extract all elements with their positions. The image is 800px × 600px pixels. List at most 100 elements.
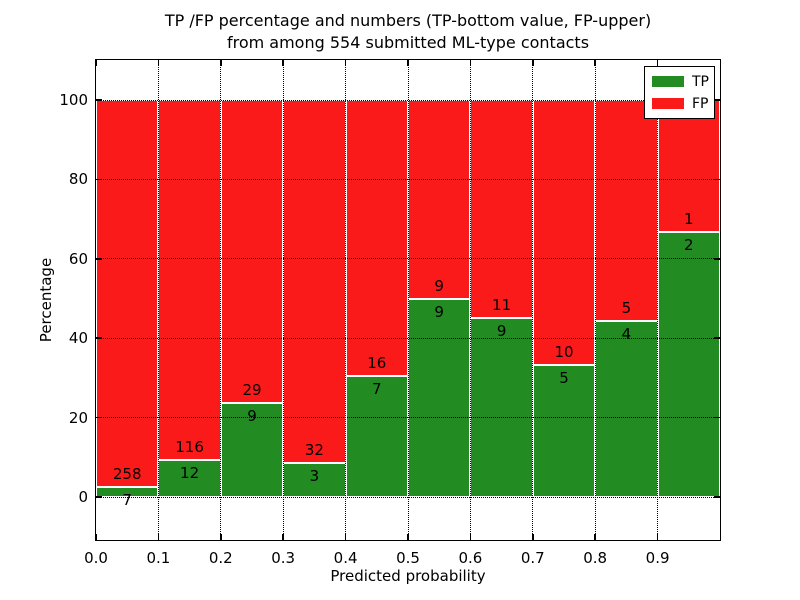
- x-tick-mark: [95, 534, 97, 540]
- x-tick-mark: [157, 60, 160, 66]
- x-tick-mark: [656, 60, 659, 66]
- x-tick-label: 0.7: [520, 549, 545, 567]
- y-tick-mark: [714, 258, 720, 260]
- fp-count-label: 1: [684, 210, 694, 229]
- x-tick-mark: [95, 60, 97, 66]
- legend-item-fp: FP: [652, 94, 709, 113]
- gridline-vertical: [157, 60, 159, 540]
- gridline-vertical: [469, 60, 471, 540]
- plot-area: 258 7 116 12 29 9 32 3 16 7 9 9 11 9 10 5 5 4 1 2: [95, 59, 721, 541]
- bar-segment-tp: [470, 318, 533, 497]
- fp-count-label: 11: [492, 296, 512, 315]
- x-tick-label: 0.6: [458, 549, 483, 567]
- fp-count-label: 9: [434, 276, 444, 295]
- x-tick-mark: [220, 60, 222, 66]
- y-tick-mark: [714, 99, 720, 101]
- legend-item-tp: TP: [652, 72, 709, 91]
- tp-count-label: 9: [496, 322, 507, 341]
- x-tick-mark: [532, 60, 534, 66]
- legend-label-tp: TP: [692, 73, 709, 90]
- tp-count-label: 9: [247, 406, 257, 425]
- x-tick-mark: [469, 60, 472, 66]
- bar-segment-fp: [470, 100, 533, 319]
- chart-title: TP /FP percentage and numbers (TP-bottom…: [96, 10, 720, 54]
- gridline-vertical: [345, 60, 347, 540]
- x-tick-mark: [407, 60, 409, 66]
- y-tick-mark: [96, 178, 102, 181]
- x-tick-mark: [656, 534, 659, 540]
- bar-segment-tp: [657, 232, 720, 497]
- fp-count-label: 16: [367, 354, 387, 373]
- x-tick-mark: [157, 534, 160, 540]
- fp-count-label: 29: [242, 380, 262, 399]
- x-tick-label: 0.8: [583, 549, 608, 567]
- gridline-vertical: [282, 60, 284, 540]
- x-tick-label: 0.0: [84, 549, 108, 567]
- x-tick-mark: [344, 534, 347, 540]
- fp-color-swatch-icon: [652, 98, 684, 109]
- bar-segment-tp: [158, 459, 221, 497]
- bar-segment-fp: [158, 100, 221, 460]
- bar-segment-tp: [595, 320, 658, 497]
- gridline-vertical: [594, 60, 596, 540]
- x-tick-mark: [282, 534, 284, 540]
- bar-segment-fp: [532, 100, 596, 365]
- tp-count-label: 12: [180, 463, 200, 482]
- bars-layer: [96, 60, 720, 540]
- bar-segment-fp: [408, 100, 471, 299]
- legend: TP FP: [644, 66, 715, 119]
- x-tick-label: 0.9: [645, 549, 670, 567]
- y-tick-mark: [96, 258, 102, 260]
- x-tick-mark: [407, 534, 409, 540]
- x-axis-label: Predicted probability: [330, 567, 486, 585]
- bar-segment-fp: [657, 100, 720, 233]
- tp-count-label: 7: [122, 490, 132, 509]
- bar-segment-tp: [345, 376, 408, 497]
- y-tick-label: 60: [68, 249, 88, 268]
- y-tick-mark: [714, 496, 720, 498]
- x-tick-label: 0.4: [333, 549, 358, 567]
- chart-title-line1: TP /FP percentage and numbers (TP-bottom…: [164, 11, 652, 30]
- chart-title-line2: from among 554 submitted ML-type contact…: [226, 33, 590, 52]
- gridline-vertical: [657, 60, 659, 540]
- grid-layer: [96, 60, 720, 540]
- x-tick-mark: [532, 534, 534, 540]
- y-tick-mark: [714, 178, 720, 181]
- fp-count-label: 32: [304, 440, 324, 459]
- gridline-vertical: [407, 60, 409, 540]
- x-tick-label: 0.1: [146, 549, 171, 567]
- y-tick-mark: [96, 337, 102, 339]
- y-tick-mark: [714, 337, 720, 339]
- fp-count-label: 10: [554, 342, 574, 361]
- y-tick-mark: [96, 99, 102, 101]
- y-tick-mark: [96, 416, 102, 419]
- tp-color-swatch-icon: [652, 76, 684, 87]
- x-tick-mark: [220, 534, 222, 540]
- x-tick-label: 0.5: [396, 549, 420, 567]
- gridline-vertical: [220, 60, 222, 540]
- y-tick-label: 20: [68, 408, 88, 427]
- gridline-vertical: [532, 60, 534, 540]
- legend-label-fp: FP: [692, 95, 709, 112]
- y-tick-label: 40: [68, 329, 88, 348]
- x-tick-label: 0.3: [271, 549, 296, 567]
- tp-count-label: 3: [309, 466, 320, 485]
- bar-segment-fp: [345, 100, 408, 377]
- bar-segment-tp: [96, 486, 159, 497]
- bar-segment-fp: [96, 100, 159, 487]
- fp-count-label: 5: [621, 298, 632, 317]
- y-tick-label: 80: [68, 170, 88, 189]
- tp-count-label: 7: [372, 380, 382, 399]
- tp-count-label: 5: [559, 368, 569, 387]
- y-tick-label: 0: [78, 488, 88, 506]
- bar-segment-tp: [220, 402, 284, 497]
- bar-segment-fp: [595, 100, 658, 321]
- y-tick-label: 100: [59, 91, 88, 109]
- tick-marks-layer: [95, 60, 720, 540]
- bar-segment-fp: [220, 100, 284, 403]
- x-tick-mark: [282, 60, 284, 66]
- y-tick-mark: [714, 416, 720, 419]
- tp-count-label: 2: [684, 236, 694, 255]
- bar-segment-tp: [408, 298, 471, 497]
